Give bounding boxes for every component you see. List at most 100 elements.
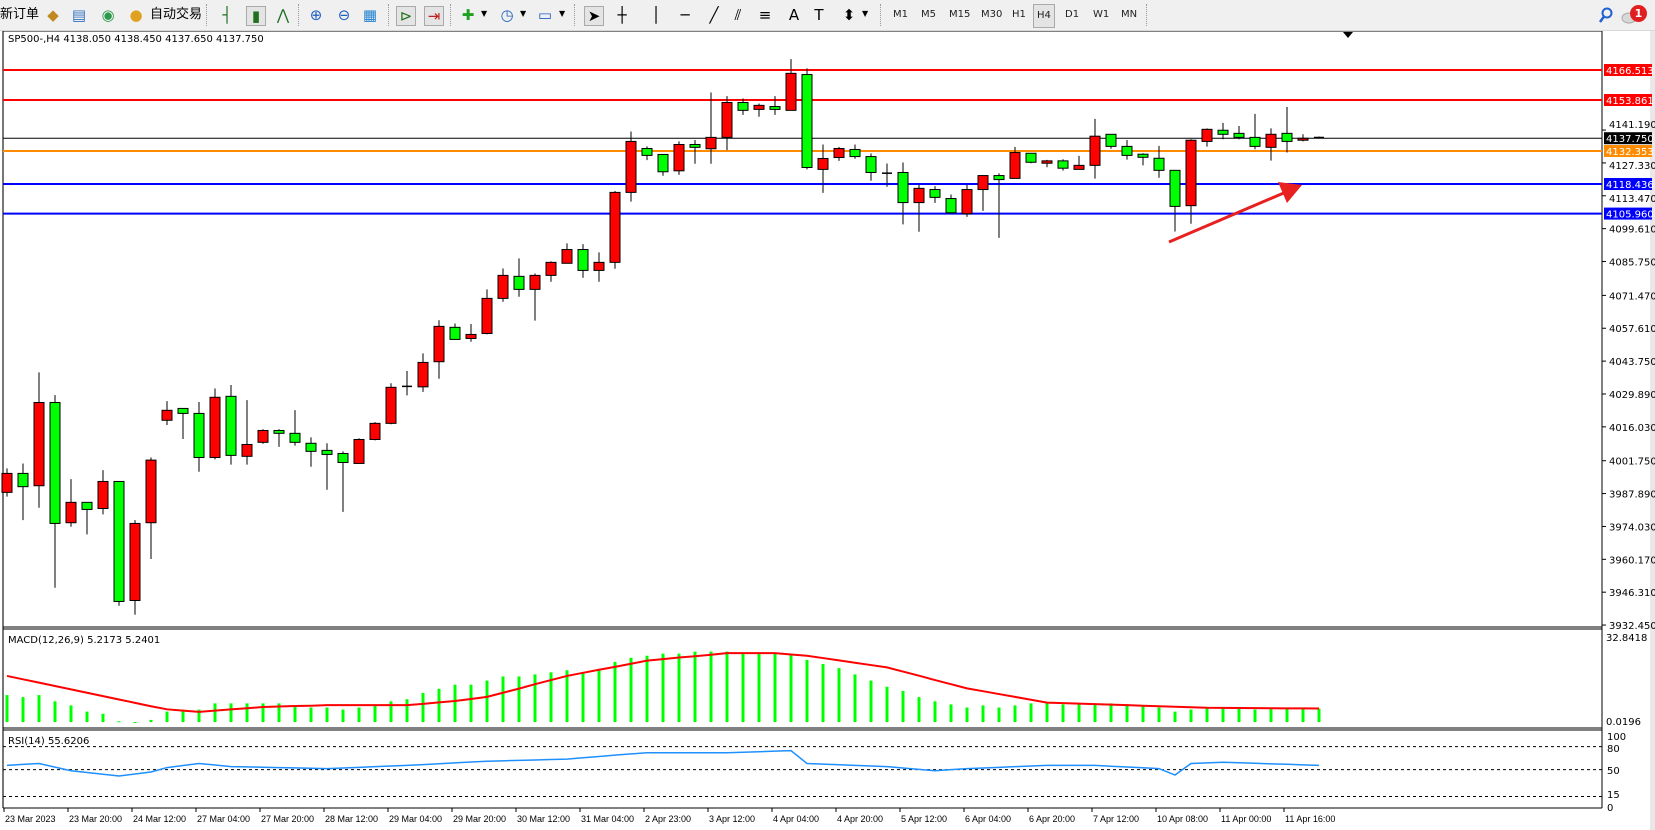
candle[interactable]: [833, 146, 845, 161]
equidistant-channel-icon[interactable]: ⫽: [734, 6, 742, 24]
candle[interactable]: [1025, 152, 1037, 164]
candle[interactable]: [1105, 133, 1117, 149]
candlestick-icon[interactable]: ▮: [246, 6, 266, 26]
chevron-down-icon[interactable]: ▼: [559, 9, 566, 18]
candle[interactable]: [49, 395, 61, 588]
candle[interactable]: [385, 383, 397, 425]
timeframe-m1[interactable]: M1: [893, 9, 908, 20]
text-label-icon[interactable]: T: [814, 6, 824, 24]
candle[interactable]: [1249, 113, 1261, 150]
chevron-down-icon[interactable]: ▼: [862, 9, 869, 18]
candle[interactable]: [1297, 134, 1309, 142]
timeframe-d1[interactable]: D1: [1065, 9, 1080, 20]
candle[interactable]: [209, 388, 221, 460]
horizontal-line-icon[interactable]: ─: [680, 6, 690, 24]
candle[interactable]: [961, 185, 973, 217]
candle[interactable]: [849, 144, 861, 159]
trend-arrow[interactable]: [1168, 182, 1302, 244]
candle[interactable]: [609, 190, 621, 269]
candle[interactable]: [33, 372, 45, 508]
candle[interactable]: [577, 244, 589, 278]
candle[interactable]: [897, 162, 909, 225]
timeframe-m5[interactable]: M5: [921, 9, 936, 20]
crosshair-icon[interactable]: ┼: [617, 6, 627, 24]
candle[interactable]: [545, 261, 557, 282]
candle[interactable]: [1201, 128, 1213, 147]
candle[interactable]: [97, 470, 109, 515]
candle[interactable]: [337, 451, 349, 512]
candle[interactable]: [913, 185, 925, 232]
candle[interactable]: [177, 407, 189, 440]
trendline-icon[interactable]: ╱: [709, 6, 719, 24]
candle[interactable]: [657, 153, 669, 176]
candle[interactable]: [993, 173, 1005, 238]
candle[interactable]: [1057, 159, 1069, 171]
candle[interactable]: [1041, 159, 1053, 168]
signal-icon[interactable]: ◉: [101, 6, 115, 24]
timeframe-m15[interactable]: M15: [949, 9, 971, 20]
templates-icon[interactable]: ▭: [537, 6, 553, 24]
candle[interactable]: [369, 422, 381, 441]
candle[interactable]: [673, 141, 685, 175]
candle[interactable]: [513, 258, 525, 297]
periods-icon[interactable]: ◷: [500, 6, 514, 24]
gold-icon[interactable]: ◆: [47, 6, 59, 24]
candle[interactable]: [257, 429, 269, 444]
timeframe-m30[interactable]: M30: [981, 9, 1003, 20]
chart-shift-icon[interactable]: ⇥: [424, 6, 444, 26]
candle[interactable]: [113, 480, 125, 606]
candle[interactable]: [1009, 146, 1021, 179]
candle[interactable]: [561, 243, 573, 264]
timeframe-mn[interactable]: MN: [1121, 9, 1138, 20]
candle[interactable]: [1233, 125, 1245, 140]
timeframe-h1[interactable]: H1: [1012, 9, 1026, 20]
timeframe-w1[interactable]: W1: [1093, 9, 1110, 20]
candle[interactable]: [465, 324, 477, 342]
candle[interactable]: [481, 289, 493, 335]
candle[interactable]: [705, 92, 717, 164]
zoom-out-icon[interactable]: ⊖: [337, 6, 351, 24]
candle[interactable]: [625, 131, 637, 202]
cursor-icon[interactable]: ➤: [584, 6, 604, 26]
candle[interactable]: [801, 68, 813, 170]
candle[interactable]: [929, 186, 941, 203]
candle[interactable]: [161, 401, 173, 426]
market-watch-icon[interactable]: ▤: [71, 6, 87, 24]
new-order-button[interactable]: 新订单: [0, 7, 40, 22]
candle[interactable]: [273, 429, 285, 447]
text-icon[interactable]: A: [788, 6, 800, 24]
candle[interactable]: [353, 438, 365, 464]
candle[interactable]: [593, 252, 605, 282]
candle[interactable]: [1265, 128, 1277, 161]
candle[interactable]: [529, 273, 541, 321]
candle[interactable]: [289, 410, 301, 446]
arrows-icon[interactable]: ⬍: [842, 6, 856, 24]
candle[interactable]: [1153, 145, 1165, 178]
candle[interactable]: [1073, 155, 1085, 170]
auto-trading-icon[interactable]: ●: [129, 6, 143, 24]
candle[interactable]: [817, 144, 829, 193]
candle[interactable]: [17, 463, 29, 521]
candle[interactable]: [497, 268, 509, 302]
chevron-down-icon[interactable]: ▼: [520, 9, 527, 18]
candle[interactable]: [641, 146, 653, 161]
chevron-down-icon[interactable]: ▼: [481, 9, 488, 18]
zoom-in-icon[interactable]: ⊕: [309, 6, 323, 24]
candle[interactable]: [882, 163, 892, 187]
candle[interactable]: [753, 103, 765, 117]
auto-scroll-icon[interactable]: ⊳: [396, 6, 416, 26]
candle[interactable]: [402, 370, 412, 396]
candle[interactable]: [1137, 153, 1149, 166]
indicators-icon[interactable]: ✚: [461, 6, 475, 24]
candle[interactable]: [193, 402, 205, 472]
candle[interactable]: [433, 320, 445, 379]
vertical-line-icon[interactable]: │: [651, 6, 661, 24]
candle[interactable]: [769, 96, 781, 115]
candle[interactable]: [225, 384, 237, 465]
candle[interactable]: [321, 443, 333, 490]
candle[interactable]: [65, 479, 77, 527]
chart-shift-marker-icon[interactable]: [1343, 32, 1353, 38]
candle[interactable]: [721, 96, 733, 151]
candle[interactable]: [785, 59, 797, 111]
